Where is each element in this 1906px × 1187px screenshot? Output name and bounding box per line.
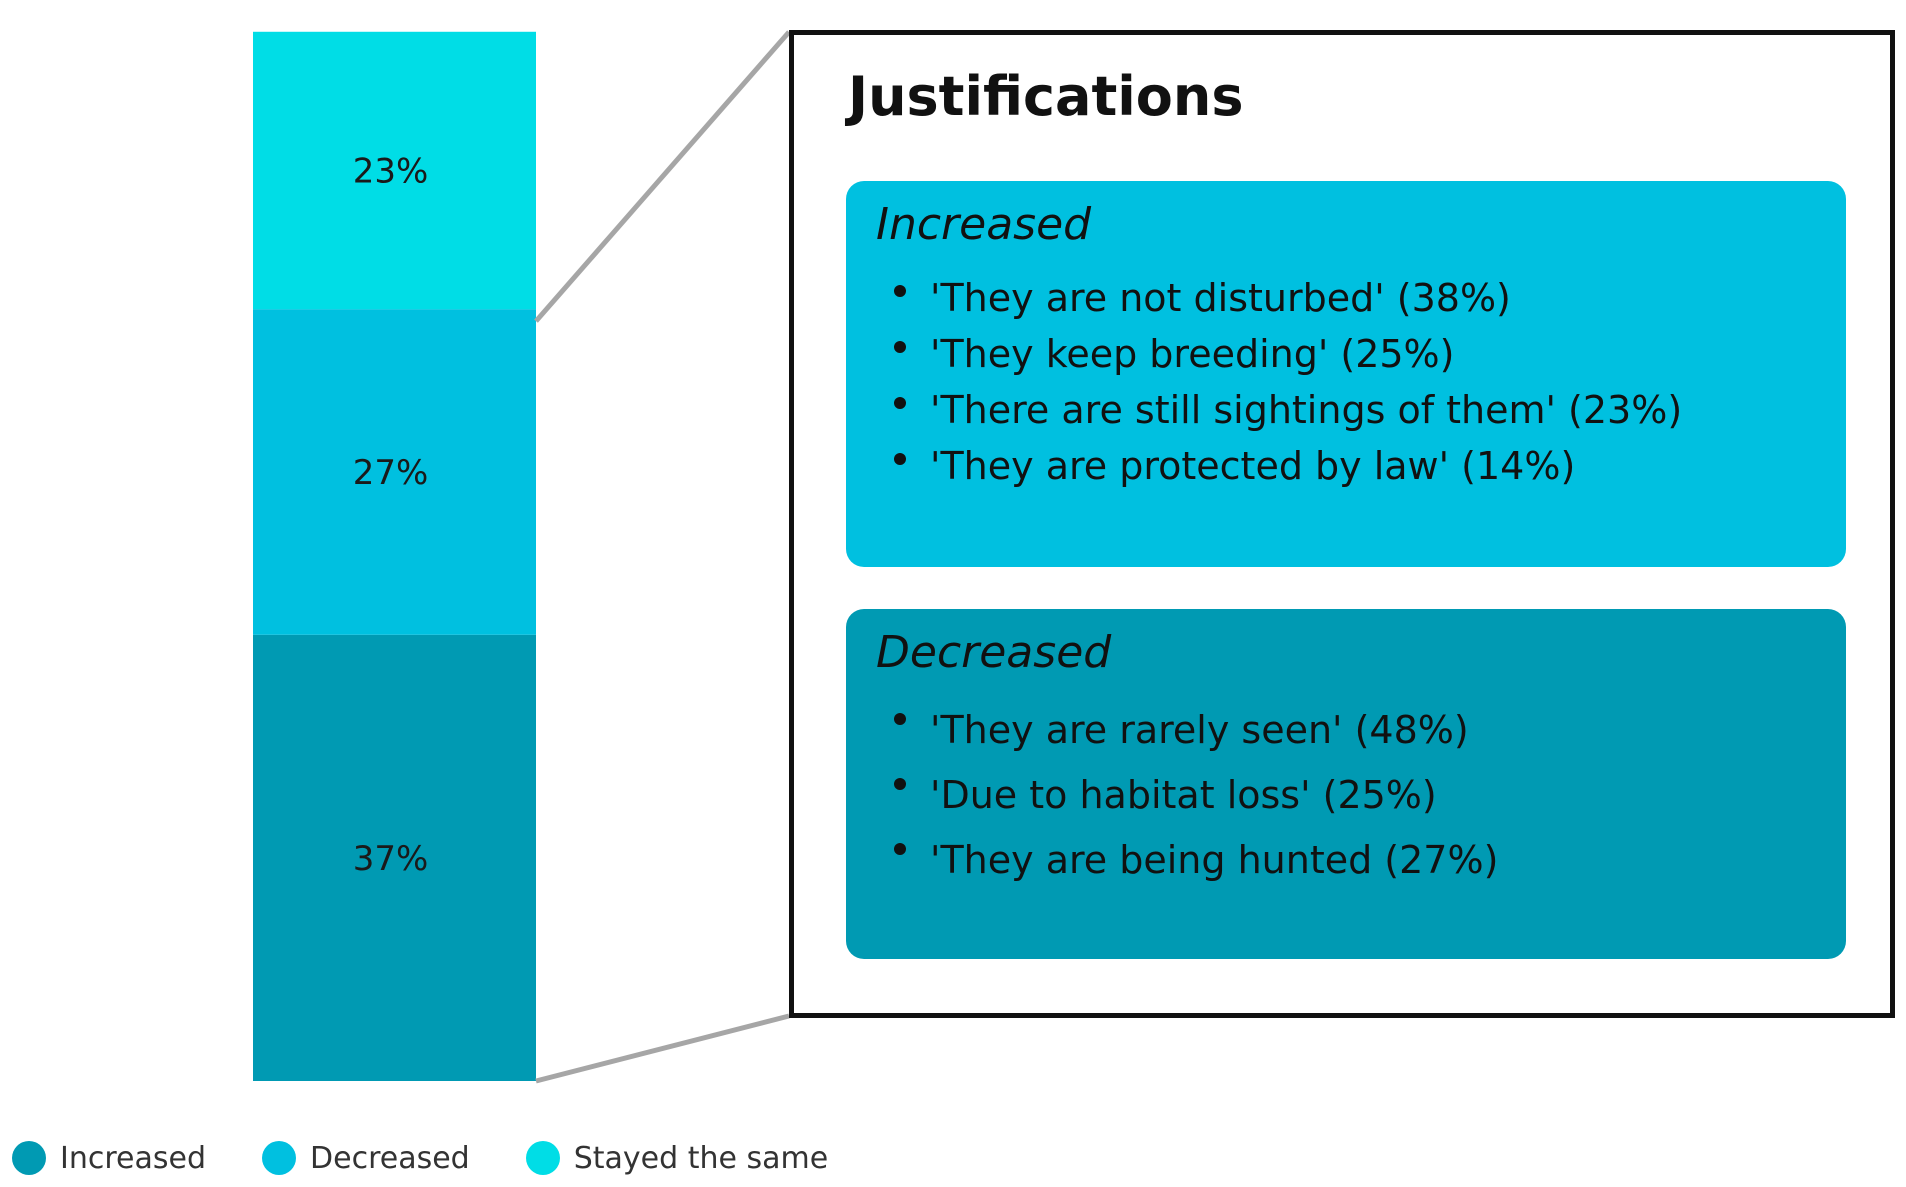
legend-swatch-stayed-the-same bbox=[525, 1141, 560, 1175]
legend-item-decreased: Decreased bbox=[262, 1141, 470, 1176]
list-item: 'They keep breeding' (25%) bbox=[894, 326, 1816, 382]
bar-segment-decreased bbox=[253, 309, 536, 635]
list-item: 'There are still sightings of them' (23%… bbox=[894, 382, 1816, 438]
legend-swatch-decreased bbox=[262, 1141, 297, 1175]
legend-item-stayed-the-same: Stayed the same bbox=[525, 1140, 829, 1176]
bullet-icon bbox=[894, 713, 906, 725]
list-item: 'They are rarely seen' (48%) bbox=[894, 698, 1816, 763]
decreased-heading: Decreased bbox=[876, 627, 1112, 678]
connector-line-top bbox=[534, 30, 791, 323]
bullet-icon bbox=[894, 397, 906, 409]
data-label-increased: 37% bbox=[353, 839, 429, 879]
bullet-icon bbox=[894, 341, 906, 353]
bar-segment-increased bbox=[253, 634, 536, 1081]
legend-swatch-increased bbox=[12, 1141, 46, 1175]
legend-item-increased: Increased bbox=[12, 1141, 206, 1176]
justifications-title: Justifications bbox=[848, 65, 1244, 128]
increased-reasons-box: Increased 'They are not disturbed' (38%)… bbox=[846, 181, 1846, 567]
stacked-bar: 37% 27% 23% bbox=[253, 31, 536, 1081]
list-item: 'They are protected by law' (14%) bbox=[894, 438, 1816, 494]
bullet-icon bbox=[894, 843, 906, 855]
decreased-reasons-box: Decreased 'They are rarely seen' (48%) '… bbox=[846, 609, 1846, 959]
list-item: 'They are being hunted (27%) bbox=[894, 828, 1816, 893]
zoom-connector bbox=[534, 30, 791, 1084]
list-item: 'They are not disturbed' (38%) bbox=[894, 270, 1816, 326]
data-label-stayed-the-same: 23% bbox=[353, 151, 429, 191]
legend-label-stayed-the-same: Stayed the same bbox=[573, 1140, 829, 1176]
decreased-reasons-list: 'They are rarely seen' (48%) 'Due to hab… bbox=[876, 698, 1816, 893]
justifications-panel: Justifications Increased 'They are not d… bbox=[789, 30, 1895, 1018]
increased-heading: Increased bbox=[876, 199, 1092, 250]
legend-label-increased: Increased bbox=[60, 1140, 207, 1176]
legend-label-decreased: Decreased bbox=[310, 1140, 470, 1176]
bullet-icon bbox=[894, 778, 906, 790]
bullet-icon bbox=[894, 285, 906, 297]
list-item: 'Due to habitat loss' (25%) bbox=[894, 763, 1816, 828]
bar-segment-stayed-the-same bbox=[253, 31, 536, 310]
data-label-decreased: 27% bbox=[353, 453, 429, 493]
legend: Increased Decreased Stayed the same bbox=[12, 1138, 884, 1178]
increased-reasons-list: 'They are not disturbed' (38%) 'They kee… bbox=[876, 270, 1816, 494]
connector-line-bottom bbox=[535, 1013, 790, 1084]
bullet-icon bbox=[894, 453, 906, 465]
